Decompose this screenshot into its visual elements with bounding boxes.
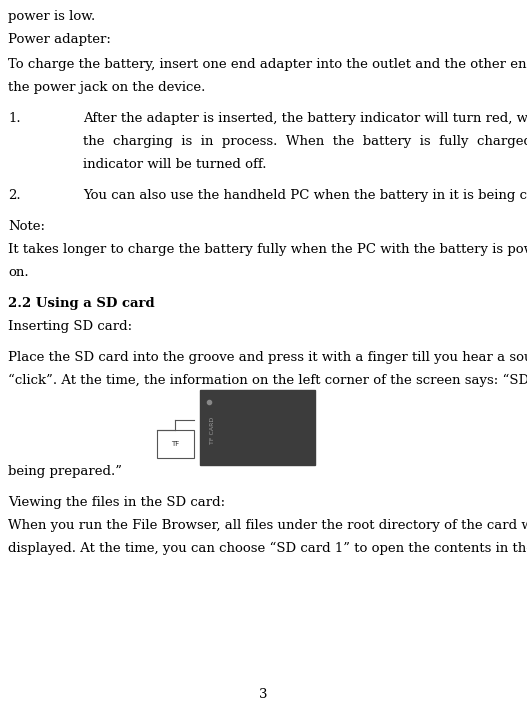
Text: Inserting SD card:: Inserting SD card: — [8, 320, 132, 333]
Text: displayed. At the time, you can choose “SD card 1” to open the contents in the c: displayed. At the time, you can choose “… — [8, 542, 527, 555]
Text: Note:: Note: — [8, 220, 45, 233]
Text: being prepared.”: being prepared.” — [8, 465, 122, 478]
FancyBboxPatch shape — [200, 390, 315, 465]
Text: “click”. At the time, the information on the left corner of the screen says: “SD: “click”. At the time, the information on… — [8, 374, 527, 387]
Text: 3: 3 — [259, 688, 268, 701]
Text: Viewing the files in the SD card:: Viewing the files in the SD card: — [8, 496, 225, 509]
Text: 1.: 1. — [8, 112, 21, 125]
Text: on.: on. — [8, 266, 28, 279]
FancyBboxPatch shape — [157, 430, 194, 458]
Text: indicator will be turned off.: indicator will be turned off. — [83, 158, 267, 171]
Text: 2.: 2. — [8, 189, 21, 202]
Text: When you run the File Browser, all files under the root directory of the card wi: When you run the File Browser, all files… — [8, 519, 527, 532]
Text: Power adapter:: Power adapter: — [8, 33, 111, 46]
Text: power is low.: power is low. — [8, 10, 95, 23]
Text: After the adapter is inserted, the battery indicator will turn red, which means: After the adapter is inserted, the batte… — [83, 112, 527, 125]
Text: 2.2 Using a SD card: 2.2 Using a SD card — [8, 297, 154, 310]
Text: To charge the battery, insert one end adapter into the outlet and the other end : To charge the battery, insert one end ad… — [8, 58, 527, 71]
Text: TF: TF — [171, 441, 180, 447]
Text: TF CARD: TF CARD — [210, 417, 216, 444]
Text: the power jack on the device.: the power jack on the device. — [8, 81, 206, 94]
Text: Place the SD card into the groove and press it with a finger till you hear a sou: Place the SD card into the groove and pr… — [8, 351, 527, 364]
Text: It takes longer to charge the battery fully when the PC with the battery is powe: It takes longer to charge the battery fu… — [8, 243, 527, 256]
Text: You can also use the handheld PC when the battery in it is being charged.: You can also use the handheld PC when th… — [83, 189, 527, 202]
Text: the  charging  is  in  process.  When  the  battery  is  fully  charged,  the  r: the charging is in process. When the bat… — [83, 135, 527, 148]
